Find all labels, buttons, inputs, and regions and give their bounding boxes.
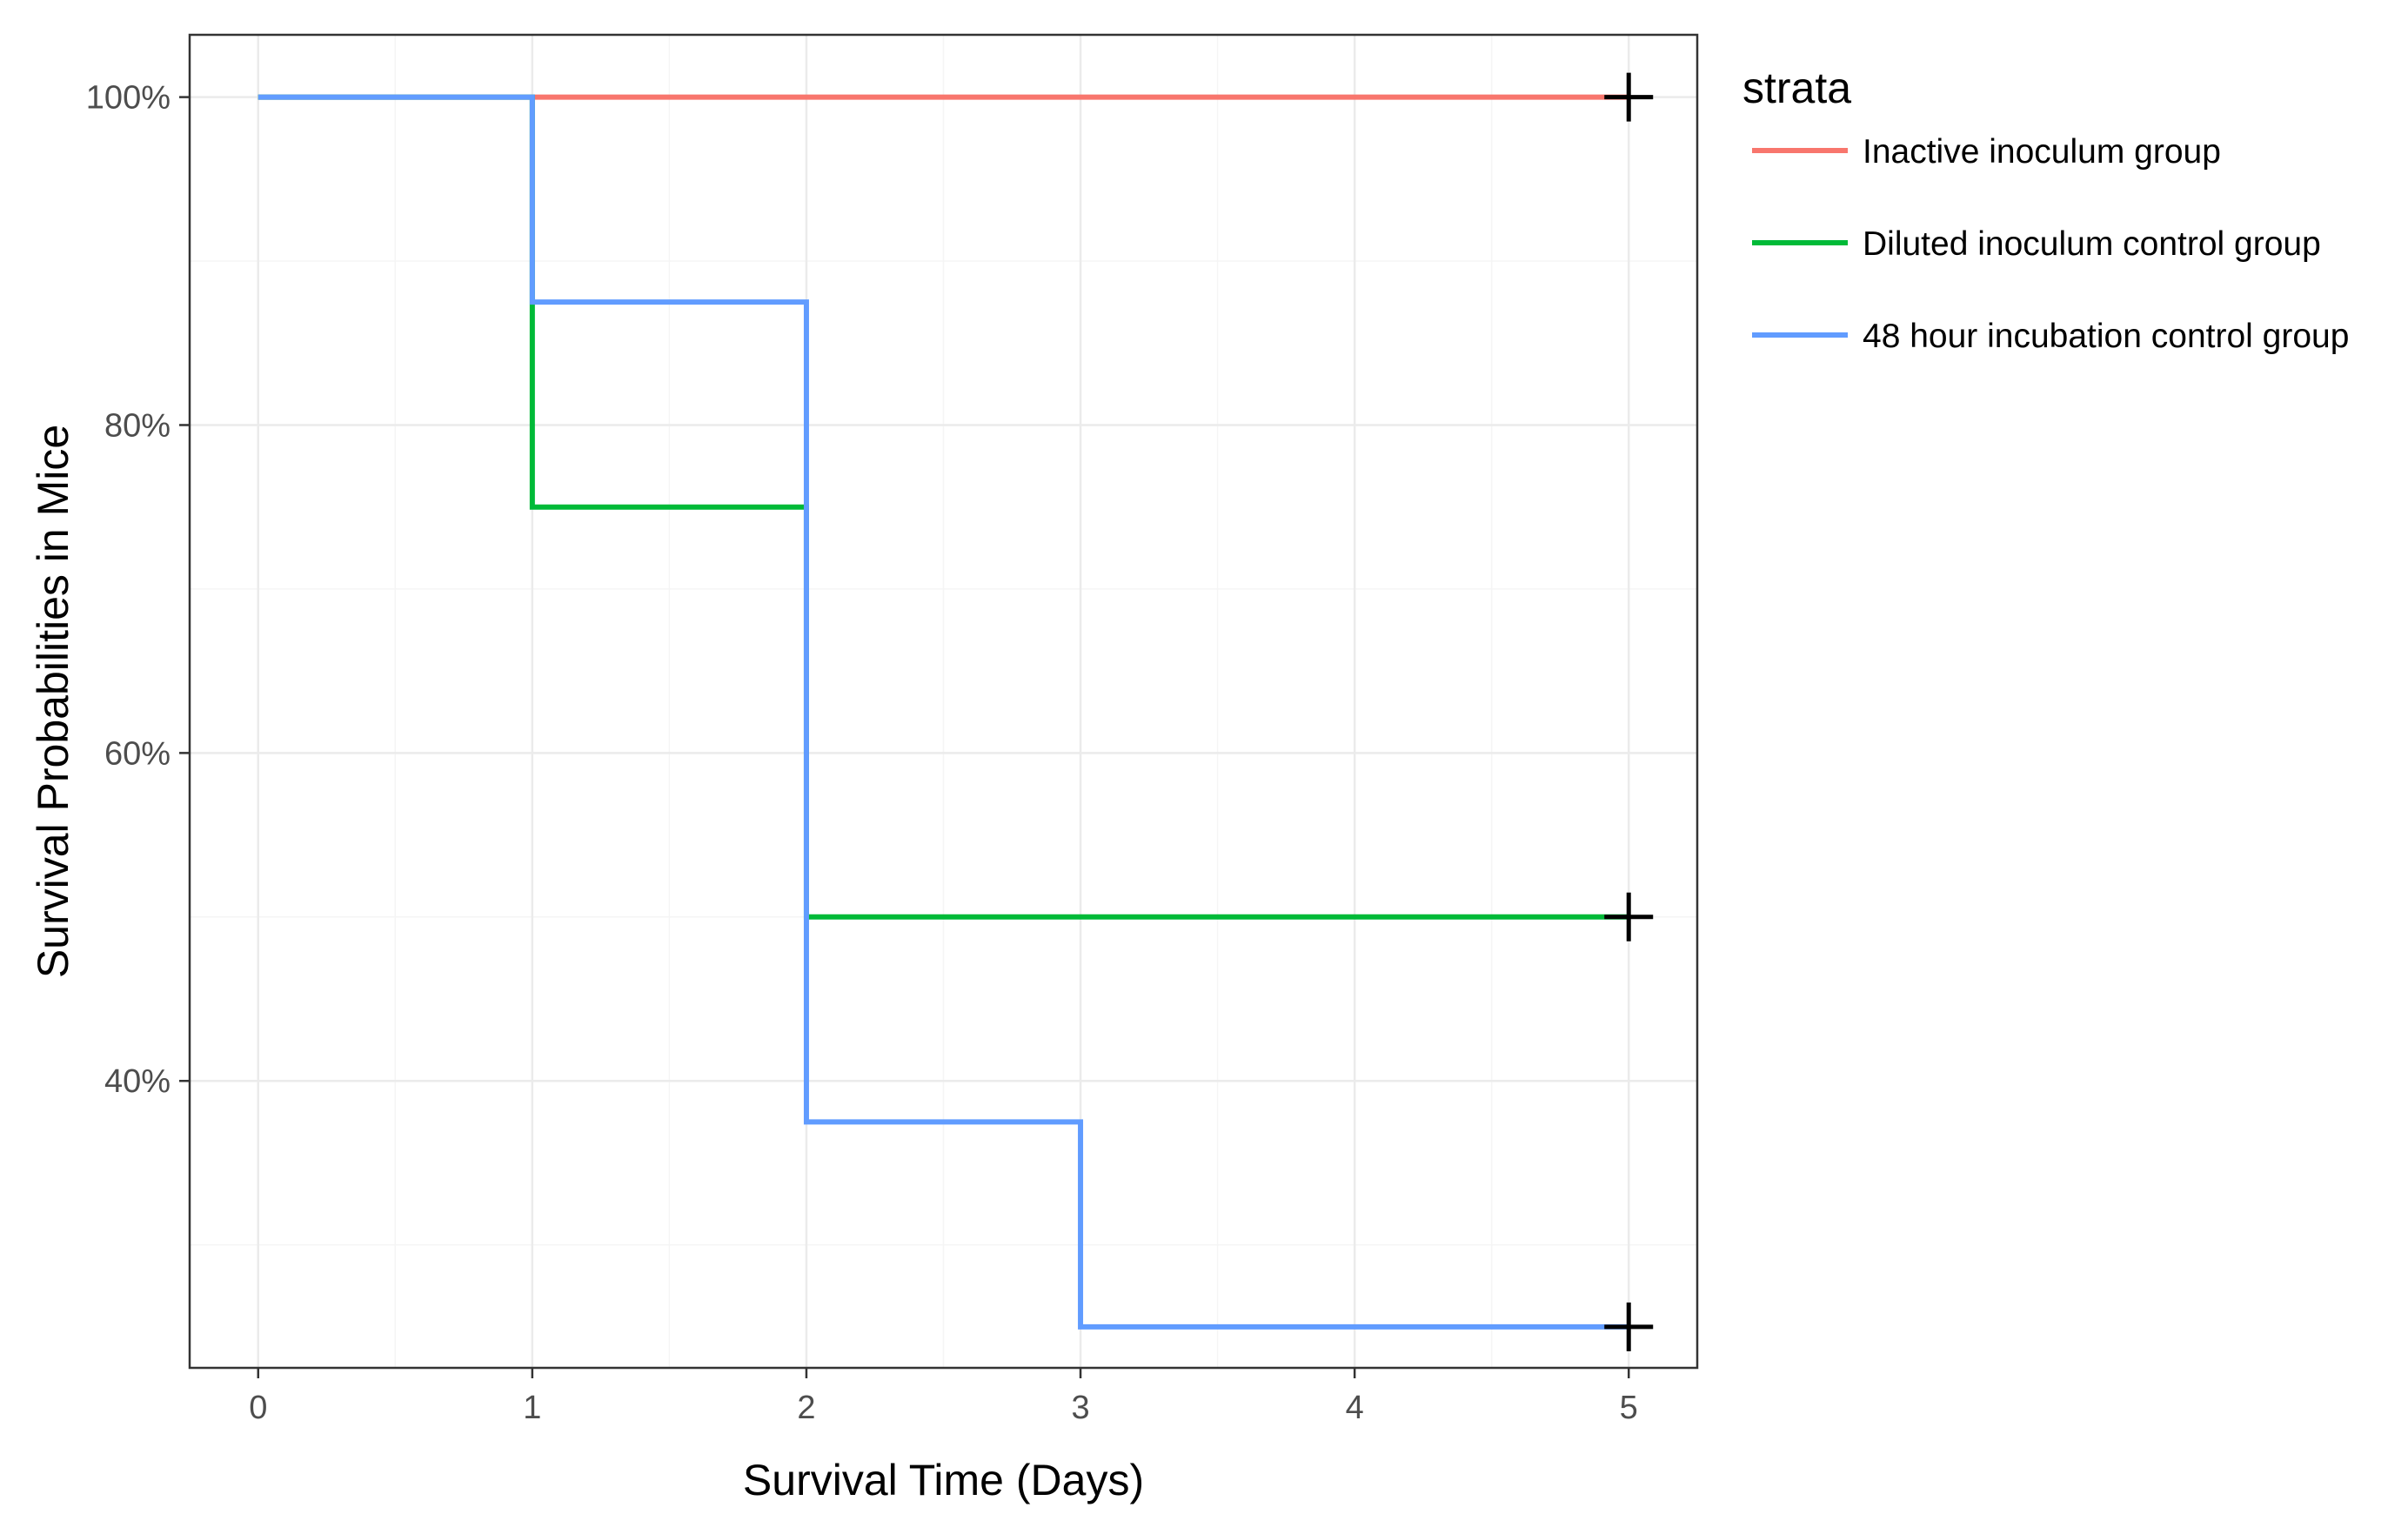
series-line [258, 94, 1629, 1330]
x-axis-title: Survival Time (Days) [743, 1456, 1144, 1504]
censor-marker [1604, 892, 1654, 941]
x-tick-label: 2 [797, 1390, 815, 1426]
y-tick-label: 60% [104, 735, 171, 772]
y-tick-label: 40% [104, 1063, 171, 1100]
legend-label: Diluted inoculum control group [1863, 225, 2321, 263]
y-axis-title: Survival Probabilities in Mice [29, 425, 77, 978]
axes: 0 1 2 3 4 5 40% 60% 80% 100% [86, 80, 1638, 1426]
legend: strata Inactive inoculum group Diluted in… [1742, 64, 2349, 355]
censor-marker [1604, 1302, 1654, 1351]
y-tick-label: 80% [104, 407, 171, 444]
x-tick-label: 4 [1346, 1390, 1364, 1426]
censor-marker [1604, 72, 1654, 122]
x-tick-label: 3 [1071, 1390, 1089, 1426]
legend-label: 48 hour incubation control group [1863, 318, 2349, 355]
grid [190, 35, 1697, 1368]
plot-panel-border [188, 33, 1699, 1370]
x-tick-label: 0 [249, 1390, 267, 1426]
x-tick-label: 1 [523, 1390, 541, 1426]
y-tick-label: 100% [86, 80, 171, 117]
series-lines [258, 94, 1629, 1330]
censor-markers [1604, 72, 1654, 1351]
legend-title: strata [1742, 64, 1851, 112]
legend-label: Inactive inoculum group [1863, 133, 2221, 171]
x-tick-label: 5 [1620, 1390, 1638, 1426]
